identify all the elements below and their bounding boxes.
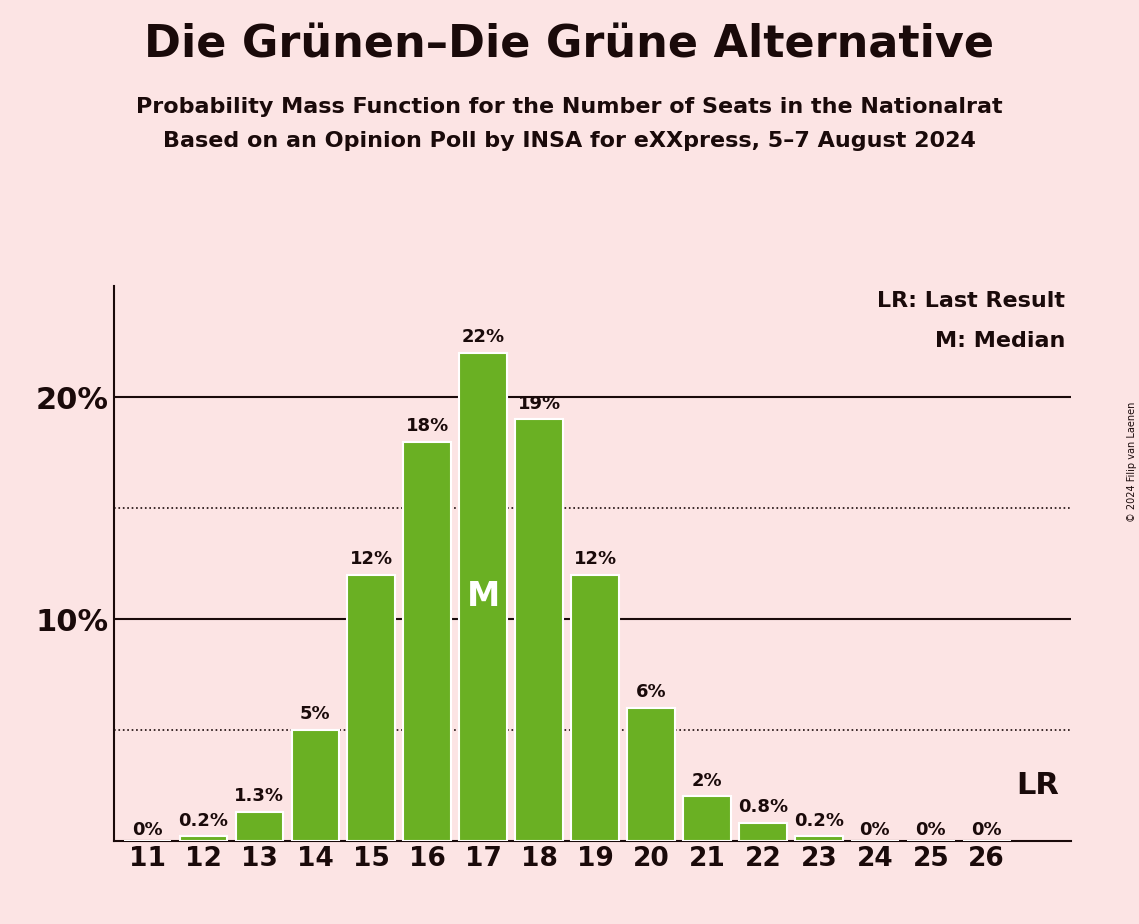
Bar <box>572 575 618 841</box>
Bar <box>795 836 843 841</box>
Text: 0.8%: 0.8% <box>738 798 788 817</box>
Text: 0%: 0% <box>916 821 947 839</box>
Text: 0%: 0% <box>132 821 163 839</box>
Bar <box>347 575 395 841</box>
Text: 0.2%: 0.2% <box>179 812 229 830</box>
Text: Die Grünen–Die Grüne Alternative: Die Grünen–Die Grüne Alternative <box>145 23 994 67</box>
Text: 6%: 6% <box>636 683 666 701</box>
Bar <box>459 353 507 841</box>
Text: 5%: 5% <box>300 705 330 723</box>
Text: 1.3%: 1.3% <box>235 787 285 806</box>
Bar <box>180 836 227 841</box>
Text: LR: LR <box>1017 771 1059 800</box>
Text: 19%: 19% <box>517 395 560 413</box>
Bar <box>292 730 339 841</box>
Text: LR: Last Result: LR: Last Result <box>877 291 1065 310</box>
Text: 12%: 12% <box>574 550 616 568</box>
Text: Based on an Opinion Poll by INSA for eXXpress, 5–7 August 2024: Based on an Opinion Poll by INSA for eXX… <box>163 131 976 152</box>
Bar <box>236 812 284 841</box>
Bar <box>403 442 451 841</box>
Text: 18%: 18% <box>405 417 449 435</box>
Text: 2%: 2% <box>691 772 722 790</box>
Text: 12%: 12% <box>350 550 393 568</box>
Text: 0.2%: 0.2% <box>794 812 844 830</box>
Text: Probability Mass Function for the Number of Seats in the Nationalrat: Probability Mass Function for the Number… <box>137 97 1002 117</box>
Text: M: M <box>467 580 500 614</box>
Text: M: Median: M: Median <box>935 331 1065 351</box>
Bar <box>515 419 563 841</box>
Text: © 2024 Filip van Laenen: © 2024 Filip van Laenen <box>1126 402 1137 522</box>
Bar <box>628 708 674 841</box>
Bar <box>739 823 787 841</box>
Text: 22%: 22% <box>461 328 505 346</box>
Text: 0%: 0% <box>860 821 891 839</box>
Bar <box>683 796 731 841</box>
Text: 0%: 0% <box>972 821 1002 839</box>
